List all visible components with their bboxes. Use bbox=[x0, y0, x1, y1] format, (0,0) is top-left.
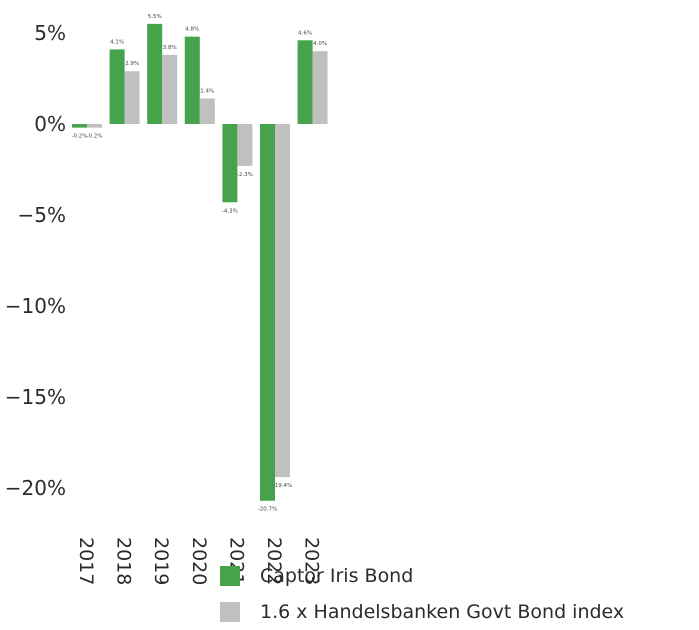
y-tick-label: −15% bbox=[5, 385, 66, 409]
bar-index-2017 bbox=[87, 124, 102, 128]
bar-index-2019 bbox=[162, 54, 178, 125]
data-label: 5.5% bbox=[148, 14, 162, 20]
bar-captor-2019 bbox=[147, 23, 163, 124]
bar-index-2018 bbox=[124, 71, 140, 124]
data-label: 2.9% bbox=[125, 61, 139, 67]
bar-captor-2017 bbox=[72, 124, 87, 128]
y-axis: 5% 0% −5% −10% −15% −20% bbox=[5, 21, 66, 500]
legend-label: 1.6 x Handelsbanken Govt Bond index bbox=[260, 601, 625, 623]
bar-captor-2018 bbox=[109, 49, 125, 124]
data-label: 3.8% bbox=[163, 45, 177, 51]
data-label: 4.1% bbox=[110, 39, 124, 45]
bar-index-2022 bbox=[275, 124, 290, 478]
bar-captor-2023 bbox=[297, 40, 313, 124]
y-tick-label: −10% bbox=[5, 294, 66, 318]
data-label: -0.2% bbox=[72, 134, 88, 140]
legend-swatch-grey bbox=[220, 602, 240, 622]
y-tick-label: 0% bbox=[34, 112, 66, 136]
data-label: 1.4% bbox=[200, 89, 214, 95]
bar-index-2023 bbox=[312, 51, 328, 125]
legend-item-handelsbanken-index: 1.6 x Handelsbanken Govt Bond index bbox=[220, 594, 624, 630]
data-label: 4.0% bbox=[313, 41, 327, 47]
data-label: -19.4% bbox=[273, 483, 292, 489]
x-tick-label: 2019 bbox=[150, 537, 172, 585]
y-tick-label: −5% bbox=[18, 203, 67, 227]
data-label: -0.2% bbox=[87, 134, 103, 140]
x-tick-label: 2017 bbox=[75, 537, 97, 585]
data-labels: -0.2% -0.2% 4.1% 2.9% 5.5% 3.8% 4.8% 1.4% -4.3% -… bbox=[72, 14, 328, 513]
bar-index-2021 bbox=[237, 124, 253, 166]
bar-captor-2020 bbox=[184, 36, 200, 124]
y-tick-label: 5% bbox=[34, 21, 66, 45]
y-tick-label: −20% bbox=[5, 476, 66, 500]
legend-swatch-green bbox=[220, 566, 240, 586]
bar-captor-2021 bbox=[222, 124, 238, 203]
legend-item-captor-iris-bond: Captor Iris Bond bbox=[220, 558, 624, 594]
x-tick-label: 2018 bbox=[113, 537, 135, 585]
legend-label: Captor Iris Bond bbox=[260, 565, 414, 587]
data-label: -4.3% bbox=[222, 208, 238, 214]
bar-index-2020 bbox=[199, 98, 215, 124]
data-label: -2.3% bbox=[237, 172, 253, 178]
bars bbox=[72, 23, 328, 501]
x-tick-label: 2023 bbox=[301, 537, 323, 585]
data-label: -20.7% bbox=[258, 507, 277, 513]
data-label: 4.8% bbox=[185, 27, 199, 33]
x-tick-label: 2022 bbox=[263, 537, 285, 585]
data-label: 4.6% bbox=[298, 30, 312, 36]
x-tick-label: 2020 bbox=[188, 537, 210, 585]
legend: Captor Iris Bond 1.6 x Handelsbanken Gov… bbox=[220, 558, 624, 630]
bar-captor-2022 bbox=[260, 124, 275, 501]
